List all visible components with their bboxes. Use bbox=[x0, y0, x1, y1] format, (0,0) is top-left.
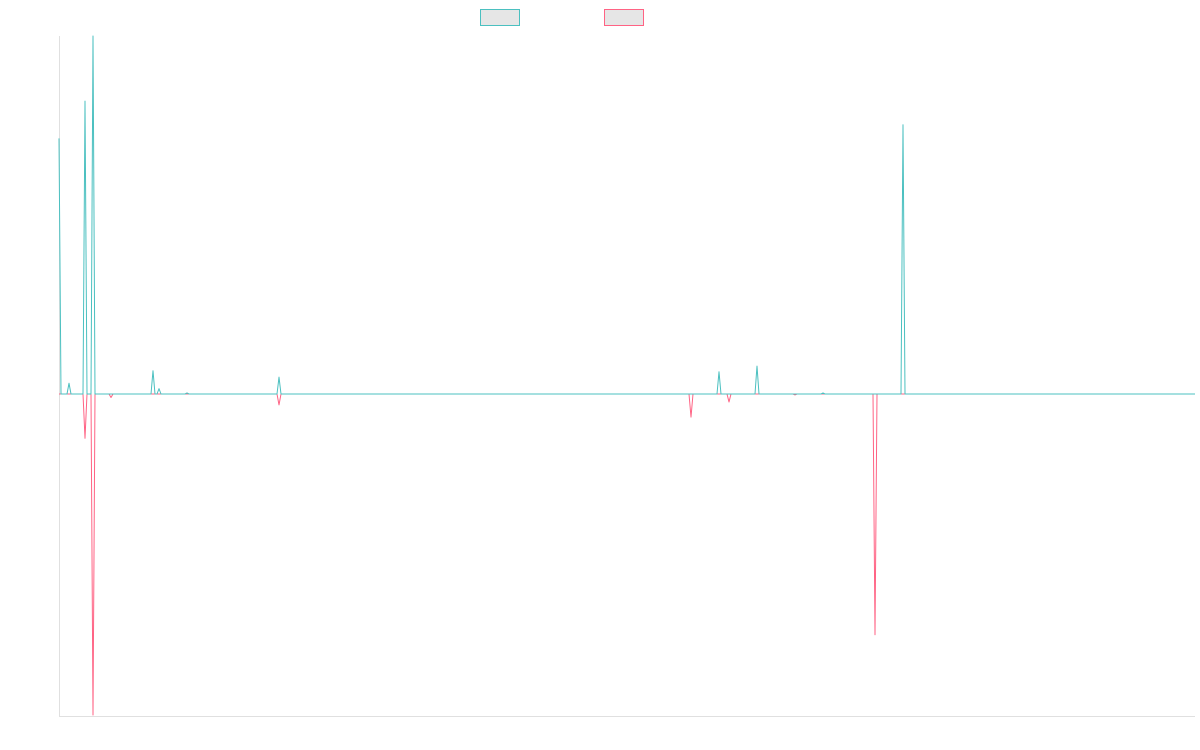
legend-swatch-series-2 bbox=[604, 9, 644, 26]
series-layer bbox=[58, 35, 1195, 716]
series-line-2[interactable] bbox=[59, 393, 1195, 716]
series-line-1[interactable] bbox=[58, 35, 1195, 395]
chart-legend bbox=[0, 9, 1200, 27]
legend-swatch-series-1 bbox=[480, 9, 520, 26]
